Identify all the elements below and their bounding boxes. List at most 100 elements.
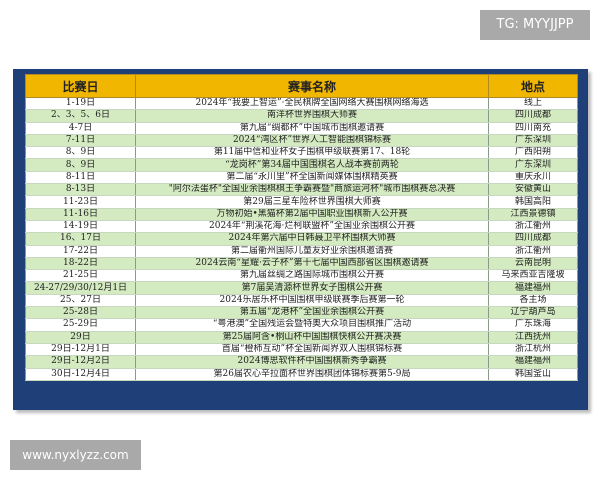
date-cell: 25-28日 (25, 306, 136, 320)
event-cell: "阿尔法蛋杯"全国业余围棋棋王争霸赛暨"商旅运河杯"城市围棋赛总决赛 (135, 183, 489, 197)
header-location: 地点 (488, 74, 578, 98)
date-cell: 29日 (25, 331, 136, 344)
location-cell: 江西抚州 (488, 331, 578, 344)
table-row: 1-19日 2024年“我要上智运”·全民棋牌全国网络大赛围棋网络海选 线上 (25, 97, 578, 111)
location-cell: 福建福州 (488, 281, 578, 295)
event-cell: 第二届衢州国际儿童友好业余围棋邀请赛 (135, 245, 489, 258)
event-cell: 2024博思软件杯中国围棋新秀争霸赛 (135, 355, 489, 369)
date-cell: 8-11日 (25, 171, 136, 185)
location-cell: 马来西亚吉隆坡 (488, 269, 578, 283)
schedule-table: 比赛日 赛事名称 地点 1-19日 2024年“我要上智运”·全民棋牌全国网络大赛… (25, 74, 578, 381)
table-row: 18-22日 2024云南“星耀·云子杯”第十七届中国西部省区围棋邀请赛 云南昆明 (25, 257, 578, 271)
location-cell: 福建福州 (488, 355, 578, 369)
date-cell: 25、27日 (25, 294, 136, 308)
event-cell: 第五届“龙港杯”全国业余围棋公开赛 (135, 306, 489, 320)
date-cell: 21-25日 (25, 269, 136, 283)
location-cell: 广东深圳 (488, 158, 578, 172)
date-cell: 24-27/29/30/12月1日 (25, 281, 136, 295)
table-row: 8、9日 第11届中信和业杯女子围棋甲级联赛第17、18轮 广西阳朔 (25, 146, 578, 160)
date-cell: 14-19日 (25, 220, 136, 234)
location-cell: 各主场 (488, 294, 578, 308)
date-cell: 16、17日 (25, 232, 136, 246)
date-cell: 7-11日 (25, 134, 136, 148)
table-row: 29日-12月1日 首届“橙柿互动”杯全国新闻界双人围棋锦标赛 浙江杭州 (25, 343, 578, 357)
event-cell: “粤港澳”全国残运会暨特奥大众项目围棋推广活动 (135, 318, 489, 332)
date-cell: 17-22日 (25, 245, 136, 258)
event-cell: 2024乐居乐杯中国围棋甲级联赛季后赛第一轮 (135, 294, 489, 308)
table-row: 11-16日 万物初始•黑猫杯第2届中国职业围棋新人公开赛 江西景德镇 (25, 208, 578, 221)
date-cell: 25-29日 (25, 318, 136, 332)
location-cell: 线上 (488, 97, 578, 111)
table-row: 25、27日 2024乐居乐杯中国围棋甲级联赛季后赛第一轮 各主场 (25, 294, 578, 308)
location-cell: 辽宁葫芦岛 (488, 306, 578, 320)
date-cell: 30日-12月4日 (25, 368, 136, 381)
table-row: 8-11日 第二届“永川里”杯全国新闻媒体围棋精英赛 重庆永川 (25, 171, 578, 185)
watermark-top: TG: MYYJJPP (480, 10, 590, 40)
header-date: 比赛日 (25, 74, 136, 98)
event-cell: 2024年“荆溪花海·烂柯联盟杯”全国业余围棋公开赛 (135, 220, 489, 234)
date-cell: 2、3、5、6日 (25, 109, 136, 123)
schedule-frame: 比赛日 赛事名称 地点 1-19日 2024年“我要上智运”·全民棋牌全国网络大赛… (13, 69, 588, 410)
table-row: 8、9日 “龙岗杯”第34届中国围棋名人战本赛前两轮 广东深圳 (25, 158, 578, 172)
location-cell: 四川成都 (488, 232, 578, 246)
location-cell: 浙江杭州 (488, 343, 578, 357)
table-row: 30日-12月4日 第26届农心辛拉面杯世界围棋团体锦标赛第5-9局 韩国釜山 (25, 368, 578, 381)
date-cell: 1-19日 (25, 97, 136, 111)
watermark-bottom: www.nyxlyzz.com (10, 440, 141, 470)
table-row: 16、17日 2024年第六届中日韩聂卫平杯围棋大师赛 四川成都 (25, 232, 578, 246)
location-cell: 重庆永川 (488, 171, 578, 185)
date-cell: 29日-12月2日 (25, 355, 136, 369)
location-cell: 四川成都 (488, 109, 578, 123)
date-cell: 18-22日 (25, 257, 136, 271)
table-row: 11-23日 第29届三星车险杯世界围棋大师赛 韩国高阳 (25, 195, 578, 209)
header-event: 赛事名称 (135, 74, 489, 98)
location-cell: 四川南充 (488, 122, 578, 135)
table-row: 8-13日 "阿尔法蛋杯"全国业余围棋棋王争霸赛暨"商旅运河杯"城市围棋赛总决赛安… (25, 183, 578, 197)
event-cell: 首届“橙柿互动”杯全国新闻界双人围棋锦标赛 (135, 343, 489, 357)
event-cell: 2024“湾区杯”世界人工智能围棋锦标赛 (135, 134, 489, 148)
table-row: 2、3、5、6日 南洋杯世界围棋大师赛 四川成都 (25, 109, 578, 123)
event-cell: 第25届阿含•桐山杯中国围棋快棋公开赛决赛 (135, 331, 489, 344)
location-cell: 江西景德镇 (488, 208, 578, 221)
table-row: 29日-12月2日 2024博思软件杯中国围棋新秀争霸赛 福建福州 (25, 355, 578, 369)
event-cell: 万物初始•黑猫杯第2届中国职业围棋新人公开赛 (135, 208, 489, 221)
event-cell: 第九届丝绸之路国际城市围棋公开赛 (135, 269, 489, 283)
event-cell: 南洋杯世界围棋大师赛 (135, 109, 489, 123)
location-cell: 广东珠海 (488, 318, 578, 332)
event-cell: 2024年“我要上智运”·全民棋牌全国网络大赛围棋网络海选 (135, 97, 489, 111)
event-cell: 2024云南“星耀·云子杯”第十七届中国西部省区围棋邀请赛 (135, 257, 489, 271)
event-cell: 第二届“永川里”杯全国新闻媒体围棋精英赛 (135, 171, 489, 185)
event-cell: 2024年第六届中日韩聂卫平杯围棋大师赛 (135, 232, 489, 246)
table-row: 4-7日 第九届“绸都杯”中国城市围棋邀请赛 四川南充 (25, 122, 578, 135)
table-row: 25-28日 第五届“龙港杯”全国业余围棋公开赛 辽宁葫芦岛 (25, 306, 578, 320)
event-cell: “龙岗杯”第34届中国围棋名人战本赛前两轮 (135, 158, 489, 172)
table-row: 29日 第25届阿含•桐山杯中国围棋快棋公开赛决赛 江西抚州 (25, 331, 578, 344)
table-row: 14-19日 2024年“荆溪花海·烂柯联盟杯”全国业余围棋公开赛 浙江衢州 (25, 220, 578, 234)
location-cell: 广东深圳 (488, 134, 578, 148)
date-cell: 29日-12月1日 (25, 343, 136, 357)
table-row: 24-27/29/30/12月1日 第7届吴清源杯世界女子围棋公开赛 福建福州 (25, 281, 578, 295)
date-cell: 8、9日 (25, 158, 136, 172)
location-cell: 云南昆明 (488, 257, 578, 271)
location-cell: 浙江衢州 (488, 245, 578, 258)
date-cell: 8-13日 (25, 183, 136, 197)
date-cell: 8、9日 (25, 146, 136, 160)
location-cell: 韩国高阳 (488, 195, 578, 209)
table-row: 17-22日 第二届衢州国际儿童友好业余围棋邀请赛 浙江衢州 (25, 245, 578, 258)
table-header: 比赛日 赛事名称 地点 (25, 74, 578, 98)
event-cell: 第29届三星车险杯世界围棋大师赛 (135, 195, 489, 209)
event-cell: 第7届吴清源杯世界女子围棋公开赛 (135, 281, 489, 295)
location-cell: 广西阳朔 (488, 146, 578, 160)
event-cell: 第九届“绸都杯”中国城市围棋邀请赛 (135, 122, 489, 135)
location-cell: 韩国釜山 (488, 368, 578, 381)
table-row: 25-29日 “粤港澳”全国残运会暨特奥大众项目围棋推广活动 广东珠海 (25, 318, 578, 332)
table-row: 7-11日 2024“湾区杯”世界人工智能围棋锦标赛 广东深圳 (25, 134, 578, 148)
location-cell: 浙江衢州 (488, 220, 578, 234)
event-cell: 第26届农心辛拉面杯世界围棋团体锦标赛第5-9局 (135, 368, 489, 381)
date-cell: 11-16日 (25, 208, 136, 221)
table-row: 21-25日 第九届丝绸之路国际城市围棋公开赛 马来西亚吉隆坡 (25, 269, 578, 283)
date-cell: 11-23日 (25, 195, 136, 209)
event-cell: 第11届中信和业杯女子围棋甲级联赛第17、18轮 (135, 146, 489, 160)
date-cell: 4-7日 (25, 122, 136, 135)
location-cell: 安徽黄山 (488, 183, 578, 197)
